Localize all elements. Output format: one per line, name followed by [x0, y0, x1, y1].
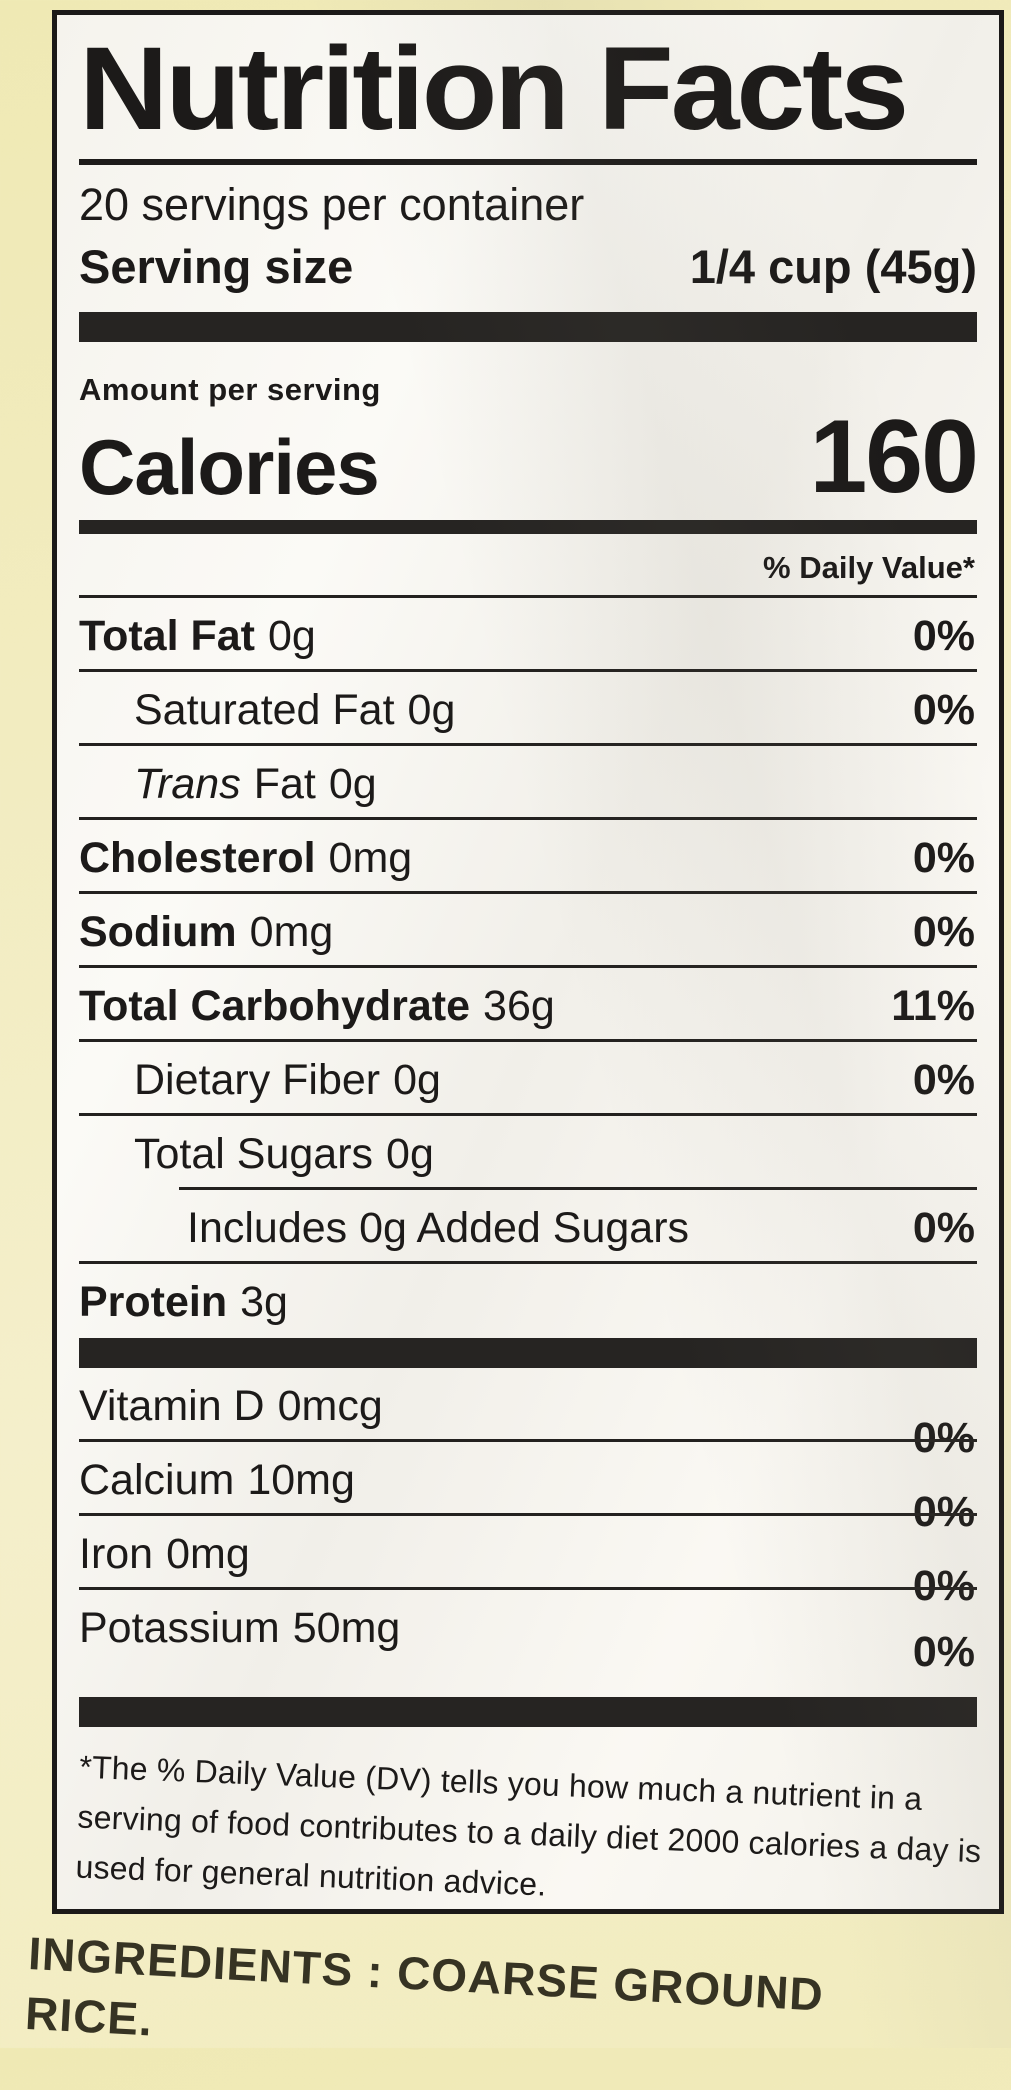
calories-row: Calories 160: [79, 399, 979, 520]
nutrient-name: Potassium: [79, 1604, 280, 1653]
ingredients-line: INGREDIENTS : COARSE GROUND RICE.: [23, 1926, 826, 2046]
nutrient-pct: 0%: [912, 1488, 975, 1537]
nutrient-name: Cholesterol: [79, 834, 316, 883]
nutrient-amount: 36g: [483, 982, 555, 1031]
nutrient-amount: 3g: [240, 1278, 288, 1327]
row-added-sugars: Includes 0g Added Sugars 0%: [79, 1190, 977, 1265]
row-vitamin-d: Vitamin D 0mcg 0%: [79, 1368, 977, 1462]
amount-per-serving: Amount per serving: [79, 372, 381, 408]
label-title: Nutrition Facts: [79, 23, 909, 155]
nutrient-pct: 0%: [912, 1414, 975, 1463]
calories-divider-bar: [79, 520, 977, 535]
nutrient-pct: 0%: [912, 1056, 975, 1105]
row-total-sugars: Total Sugars 0g: [79, 1116, 977, 1191]
title-rule: [79, 159, 977, 166]
row-potassium: Potassium 50mg 0%: [79, 1590, 977, 1697]
nutrient-amount: 0mg: [166, 1530, 250, 1579]
row-total-carbohydrate: Total Carbohydrate 36g 11%: [79, 968, 977, 1043]
nutrient-name: Protein: [79, 1278, 228, 1327]
nutrient-name: Total Sugars: [134, 1130, 374, 1179]
nutrient-name: Iron: [79, 1530, 154, 1579]
row-saturated-fat: Saturated Fat 0g 0%: [79, 672, 977, 747]
nutrient-amount: 0g: [386, 1130, 434, 1179]
nutrient-pct: 0%: [912, 1628, 975, 1677]
row-iron: Iron 0mg 0%: [79, 1516, 977, 1610]
row-sodium: Sodium 0mg 0%: [79, 894, 977, 969]
calories-value: 160: [809, 399, 979, 516]
row-dietary-fiber: Dietary Fiber 0g 0%: [79, 1042, 977, 1117]
serving-size-value: 1/4 cup (45g): [689, 240, 977, 294]
nutrient-name: Dietary Fiber: [134, 1056, 381, 1105]
section-bar-top: [79, 312, 977, 343]
nutrient-pct: 0%: [912, 1562, 975, 1611]
nutrient-pct: 0%: [912, 612, 975, 661]
row-trans-fat: Trans Fat 0g: [79, 746, 977, 821]
nutrient-amount: 10mg: [247, 1456, 355, 1505]
nutrient-amount: 0mcg: [277, 1382, 383, 1431]
nutrient-amount: 50mg: [292, 1604, 401, 1653]
nutrient-name: Saturated Fat: [134, 686, 395, 735]
row-total-fat: Total Fat 0g 0%: [79, 598, 977, 673]
section-bar-vitamins: [79, 1338, 977, 1369]
serving-size-row: Serving size 1/4 cup (45g): [79, 231, 977, 312]
nutrient-amount: 0g: [393, 1056, 441, 1105]
nutrient-name: Fat: [253, 760, 316, 809]
nutrient-pct: 0%: [912, 908, 975, 957]
nutrient-pct: 0%: [912, 1204, 975, 1253]
nutrient-amount: 0mg: [249, 908, 334, 957]
nutrient-name: Total Carbohydrate: [79, 982, 471, 1031]
nutrient-amount: 0g: [267, 612, 316, 661]
nutrient-pct: 0%: [912, 686, 975, 735]
nutrient-pct: 0%: [912, 834, 975, 883]
section-bar-footnote: [79, 1697, 977, 1728]
calories-label: Calories: [79, 423, 380, 512]
nutrient-pct: 11%: [891, 982, 975, 1031]
nutrient-amount: 0mg: [328, 834, 413, 883]
nutrient-name-italic: Trans: [134, 760, 241, 809]
servings-per-container: 20 servings per container: [79, 179, 585, 231]
nutrient-name: Includes 0g Added Sugars: [187, 1204, 690, 1253]
nutrient-name: Sodium: [79, 908, 237, 957]
nutrition-facts-label: Nutrition Facts 20 servings per containe…: [52, 10, 1004, 1914]
nutrient-name: Calcium: [79, 1456, 235, 1505]
nutrient-amount: 0g: [407, 686, 456, 735]
nutrient-name: Total Fat: [79, 612, 255, 661]
daily-value-footnote: *The % Daily Value (DV) tells you how mu…: [74, 1748, 982, 1903]
row-cholesterol: Cholesterol 0mg 0%: [79, 820, 977, 895]
serving-size-label: Serving size: [79, 240, 354, 294]
row-protein: Protein 3g: [79, 1264, 977, 1338]
nutrient-amount: 0g: [328, 760, 377, 809]
nutrient-name: Vitamin D: [79, 1382, 265, 1431]
daily-value-header: % Daily Value*: [79, 534, 977, 599]
row-calcium: Calcium 10mg 0%: [79, 1442, 977, 1536]
